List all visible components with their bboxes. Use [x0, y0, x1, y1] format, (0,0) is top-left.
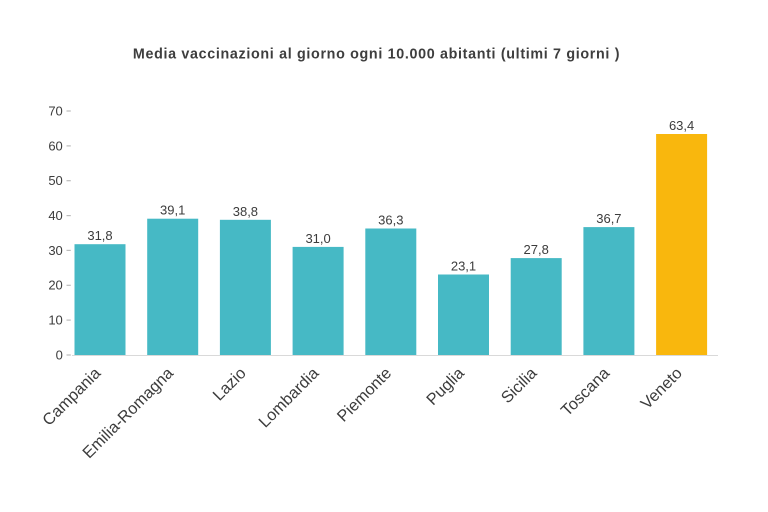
svg-text:0: 0: [56, 347, 63, 362]
svg-text:40: 40: [48, 208, 62, 223]
svg-text:Media vaccinazioni al giorno o: Media vaccinazioni al giorno ogni 10.000…: [133, 47, 620, 63]
svg-text:10: 10: [48, 313, 62, 328]
svg-text:36,7: 36,7: [596, 211, 621, 226]
svg-text:27,8: 27,8: [524, 242, 549, 257]
svg-text:70: 70: [48, 103, 62, 118]
svg-text:23,1: 23,1: [451, 259, 476, 274]
svg-text:39,1: 39,1: [160, 203, 185, 218]
svg-text:30: 30: [48, 243, 62, 258]
svg-text:60: 60: [48, 138, 62, 153]
svg-text:50: 50: [48, 173, 62, 188]
svg-text:31,0: 31,0: [305, 231, 330, 246]
svg-text:38,8: 38,8: [233, 204, 258, 219]
svg-text:63,4: 63,4: [669, 118, 694, 133]
svg-text:20: 20: [48, 278, 62, 293]
svg-text:31,8: 31,8: [87, 228, 112, 243]
svg-text:36,3: 36,3: [378, 213, 403, 228]
